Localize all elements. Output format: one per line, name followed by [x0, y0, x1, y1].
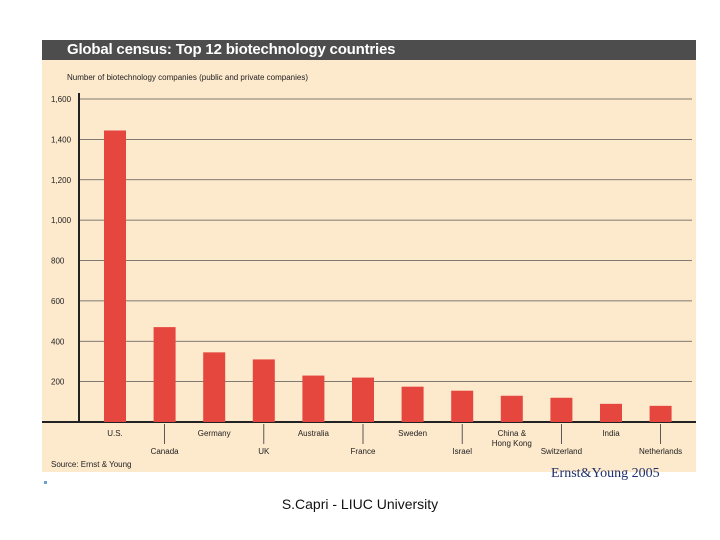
x-category-label: China &: [498, 429, 527, 438]
bar-u-s-: [104, 130, 126, 422]
bar-uk: [252, 359, 275, 422]
x-category-label: Netherlands: [639, 447, 682, 456]
slide-marker: [44, 481, 47, 484]
y-tick-label: 800: [51, 257, 65, 266]
x-category-label: Germany: [198, 429, 231, 438]
title-bar: Global census: Top 12 biotechnology coun…: [42, 40, 696, 60]
bar-netherlands: [649, 405, 672, 422]
x-category-label: Canada: [151, 447, 180, 456]
y-axis-caption: Number of biotechnology companies (publi…: [67, 73, 309, 82]
y-tick-label: 1,600: [51, 95, 72, 104]
y-tick-label: 200: [51, 378, 65, 387]
x-category-label: Switzerland: [541, 447, 582, 456]
y-tick-label: 1,000: [51, 216, 72, 225]
x-category-label: UK: [258, 447, 270, 456]
y-tick-label: 1,400: [51, 135, 72, 144]
bar-france: [352, 377, 374, 422]
source-note: Source: Ernst & Young: [51, 460, 132, 469]
y-tick-label: 1,200: [51, 176, 72, 185]
x-category-label: Sweden: [398, 429, 427, 438]
x-category-label: France: [351, 447, 376, 456]
x-category-label: U.S.: [107, 429, 123, 438]
bar-canada: [153, 327, 176, 422]
y-tick-label: 400: [51, 337, 65, 346]
bar-israel: [451, 390, 474, 422]
bar-sweden: [401, 386, 424, 422]
x-category-label: Hong Kong: [492, 439, 532, 448]
bar-germany: [203, 352, 226, 422]
x-category-label: Australia: [298, 429, 330, 438]
chart-panel: Global census: Top 12 biotechnology coun…: [42, 40, 696, 472]
bar-australia: [302, 375, 325, 422]
slide-footer: S.Capri - LIUC University: [281, 496, 439, 512]
bar-chart: 200 400 600 800 1,000 1,200 1,400 1,600 U.S. Cana…: [42, 93, 696, 456]
y-tick-label: 600: [51, 297, 65, 306]
chart-title: Global census: Top 12 biotechnology coun…: [67, 41, 396, 58]
x-category-label: India: [602, 429, 620, 438]
bar-india: [600, 403, 622, 422]
x-category-label: Israel: [452, 447, 472, 456]
bar-switzerland: [550, 397, 573, 422]
credit-text: Ernst&Young 2005: [551, 466, 660, 481]
bar-china-hong-kong: [500, 395, 523, 422]
